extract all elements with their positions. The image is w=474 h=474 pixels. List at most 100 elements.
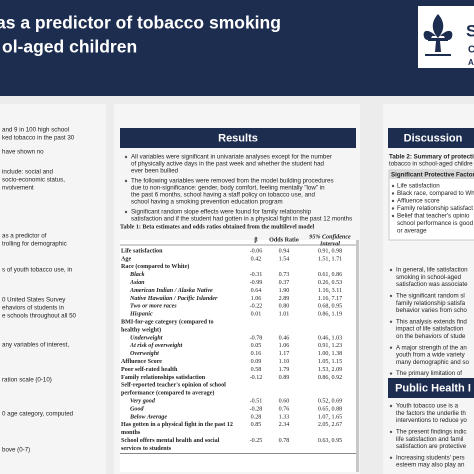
intro-line: socio-economic status, xyxy=(2,177,65,184)
discussion-line: A major strength of the an xyxy=(396,344,467,351)
table-cell: 0.80 xyxy=(279,304,290,310)
bullet xyxy=(391,192,395,195)
scrollbar xyxy=(356,240,359,472)
discussion-line: This analysis extends find xyxy=(396,318,467,325)
logo-letter: S xyxy=(466,21,474,40)
table-cell: 1.53, 2.09 xyxy=(318,367,342,373)
table-cell: 2.34 xyxy=(279,422,290,428)
bullet xyxy=(389,430,393,434)
bullet xyxy=(391,184,395,188)
table-cell: 0.91, 1.23 xyxy=(318,343,342,349)
column-header: Interval xyxy=(319,241,340,247)
table-cell: 1.07, 1.65 xyxy=(318,414,342,420)
table-cell: 0.94 xyxy=(279,248,290,254)
table-cell: 1.06 xyxy=(279,343,290,349)
intro-line: have shown no xyxy=(2,149,44,156)
row-sublabel: Black xyxy=(129,272,145,278)
title-line: as a predictor of tobacco smoking xyxy=(0,13,281,33)
table-cell: 1.10 xyxy=(279,359,290,365)
table-cell: 1.54 xyxy=(279,256,290,262)
factor-item: Affluence score xyxy=(397,198,440,205)
logo-icon xyxy=(423,14,453,56)
bullet xyxy=(389,268,393,272)
intro-line: include: social and xyxy=(2,169,53,176)
bullet xyxy=(124,155,128,159)
bullet xyxy=(389,294,393,298)
results-bullet-line: of physically active days in the past we… xyxy=(131,161,325,168)
table-cell: 0.42 xyxy=(251,256,262,262)
table-cell: 0.58 xyxy=(251,367,262,373)
table-cell: -0.28 xyxy=(250,406,263,412)
public-health-line: satisfaction are protective xyxy=(396,443,467,450)
bullet xyxy=(391,214,395,218)
factor-item: Belief that teacher's opinio xyxy=(397,213,470,220)
intro-line: nvolvement xyxy=(2,185,34,192)
bullet xyxy=(389,456,393,459)
factor-box xyxy=(388,169,474,241)
table-cell: -0.25 xyxy=(250,438,263,444)
row-sublabel: Asian xyxy=(129,280,145,286)
table-cell: 0.65, 0.88 xyxy=(318,406,342,412)
intro-line: trolling for demographic xyxy=(2,241,67,248)
table-cell: 0.28 xyxy=(251,414,262,420)
logo-letter: A xyxy=(468,58,474,67)
row-label: BMI-for-age category (compared to xyxy=(121,319,214,326)
intro-line: ration scale (0-10) xyxy=(2,377,52,384)
discussion-line: The primary limitation of xyxy=(396,370,462,377)
section-header xyxy=(120,128,356,148)
table-cell: 1.00, 1.38 xyxy=(318,351,342,357)
discussion-line: on the behaviors of stude xyxy=(396,333,466,340)
table-caption: Table 1: Beta estimates and odds ratios … xyxy=(120,224,314,230)
row-sublabel: American Indian / Alaska Native xyxy=(129,288,213,294)
table-cell: 0.89 xyxy=(279,375,290,381)
column-header: β xyxy=(254,237,257,243)
results-bullet-line: Significant random slope effects were fo… xyxy=(131,209,312,216)
table-cell: -0.31 xyxy=(250,272,263,278)
table-cell: 1.33 xyxy=(279,414,290,420)
intro-line: any variables of interest, xyxy=(2,342,69,349)
row-sublabel: Very good xyxy=(130,399,156,405)
row-label: performance (compared to average) xyxy=(121,390,214,397)
intro-line: e schools throughout all 50 xyxy=(2,313,77,320)
table-cell: 1.17 xyxy=(279,351,290,357)
section-title: Results xyxy=(218,132,258,144)
factor-item: Family relationship satisfact xyxy=(397,205,473,212)
table2-caption: tobacco in school-aged childre xyxy=(389,161,473,168)
table-cell: 0.60 xyxy=(279,399,290,405)
discussion-line: satisfaction was associate xyxy=(396,281,468,288)
title-line: ol-aged children xyxy=(2,37,137,57)
public-health-line: life satisfaction and famil xyxy=(396,436,463,443)
table-cell: 0.16 xyxy=(251,351,262,357)
results-bullet-line: due to non-significance: gender, body co… xyxy=(131,185,325,192)
intro-line: s of youth tobacco use, in xyxy=(2,267,73,274)
results-bullet-line: ever been bullied xyxy=(131,168,179,175)
row-sublabel: Native Hawaiian / Pacific Islander xyxy=(129,296,218,302)
table-cell: 1.16, 3.11 xyxy=(318,288,342,294)
section-title: Discussion xyxy=(404,132,463,144)
table-cell: -0.99 xyxy=(250,280,263,286)
table-cell: 0.73 xyxy=(279,272,290,278)
row-label: healthy weight) xyxy=(121,326,161,333)
discussion-line: behavior varies from scho xyxy=(396,307,467,314)
intro-column xyxy=(0,104,106,474)
section-header xyxy=(388,378,474,398)
results-bullet-line: The following variables were removed fro… xyxy=(131,178,334,185)
table-cell: 0.61, 0.86 xyxy=(318,272,342,278)
row-label: Race (compared to White) xyxy=(121,263,189,270)
row-sublabel: Underweight xyxy=(130,335,163,341)
discussion-line: family relationship satisfa xyxy=(396,300,466,307)
table-cell: 1.51, 1.71 xyxy=(318,256,342,262)
public-health-line: Increasing students' pers xyxy=(396,454,465,461)
bullet xyxy=(391,207,395,210)
bullet xyxy=(124,179,128,183)
table-cell: 1.06 xyxy=(251,296,262,302)
bullet xyxy=(124,210,128,214)
row-label: School offers mental health and social xyxy=(121,438,220,444)
row-sublabel: Overweight xyxy=(130,351,159,357)
public-health-line: the factors the underlie th xyxy=(396,410,466,417)
table-cell: 0.01 xyxy=(251,312,262,318)
public-health-line: esteem may also play an xyxy=(396,462,465,469)
factor-item: Black race, compared to Wh xyxy=(397,190,474,197)
table-cell: 0.63, 0.95 xyxy=(318,438,342,444)
